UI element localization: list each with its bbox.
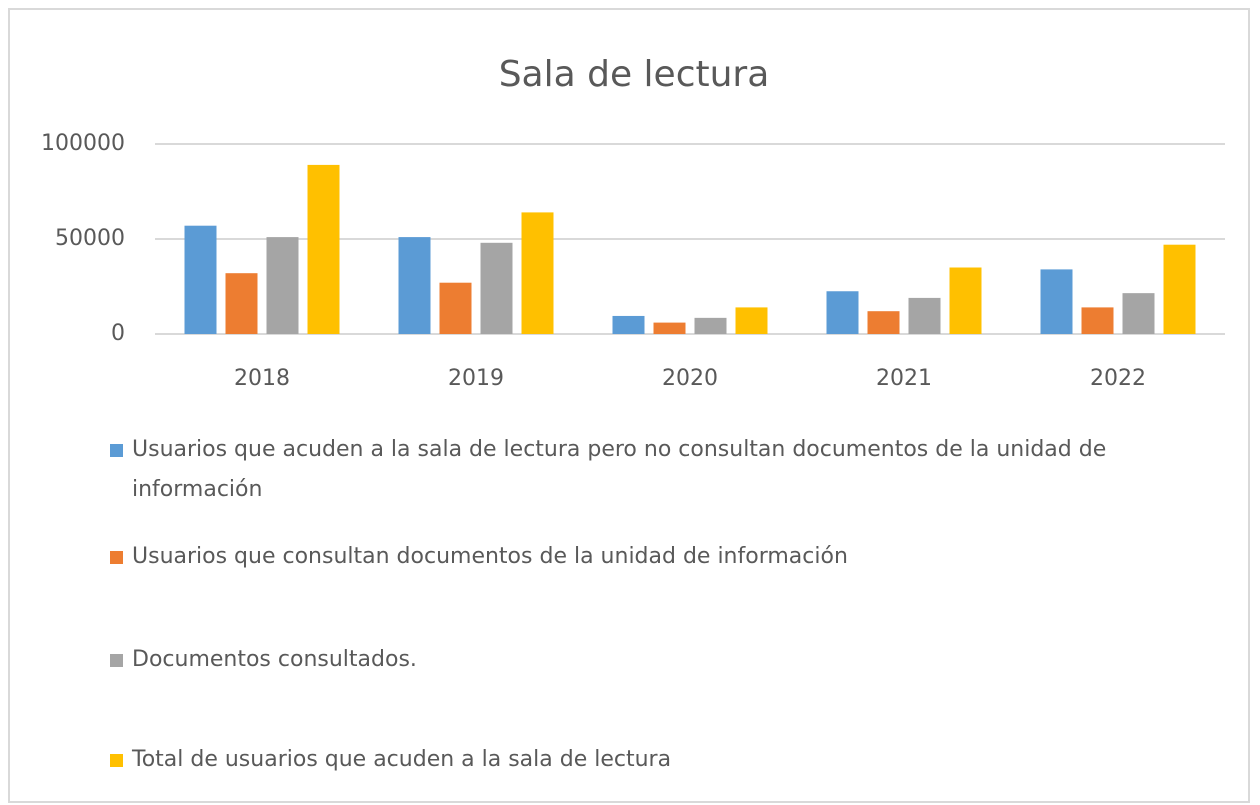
bar (949, 267, 982, 334)
legend-item: Documentos consultados. (110, 640, 1220, 680)
bar (867, 311, 900, 334)
bar (1081, 307, 1114, 334)
legend-item: Usuarios que consultan documentos de la … (110, 537, 1220, 577)
legend-swatch (110, 551, 123, 564)
bar (612, 315, 645, 334)
bar (398, 237, 431, 334)
bar (1122, 293, 1155, 334)
x-tick-label: 2020 (662, 366, 718, 391)
legend-label: Total de usuarios que acuden a la sala d… (132, 747, 672, 772)
legend-label: Documentos consultados. (132, 647, 417, 672)
x-tick-label: 2018 (234, 366, 290, 391)
legend-swatch (110, 754, 123, 767)
bar (225, 273, 258, 334)
bar (826, 291, 859, 334)
x-tick-label: 2019 (448, 366, 504, 391)
x-tick-label: 2022 (1090, 366, 1146, 391)
bar (439, 282, 472, 334)
bar (653, 322, 686, 334)
y-tick-label: 50000 (55, 226, 125, 251)
bar (694, 317, 727, 334)
x-tick-label: 2021 (876, 366, 932, 391)
chart-frame (8, 8, 1250, 803)
bar (521, 212, 554, 334)
bar (735, 307, 768, 334)
legend-swatch (110, 654, 123, 667)
legend-swatch (110, 444, 123, 457)
bar (184, 225, 217, 334)
y-tick-label: 100000 (41, 131, 125, 156)
chart-title: Sala de lectura (499, 54, 770, 95)
legend-label: Usuarios que consultan documentos de la … (132, 544, 848, 569)
bar (480, 242, 513, 334)
bar (266, 237, 299, 334)
bar (1163, 244, 1196, 334)
legend-item: Usuarios que acuden a la sala de lectura… (110, 430, 1220, 510)
bar (908, 297, 941, 334)
y-tick-label: 0 (111, 321, 125, 346)
bar (1040, 269, 1073, 334)
legend-label: Usuarios que acuden a la sala de lectura… (132, 437, 1107, 502)
legend-item: Total de usuarios que acuden a la sala d… (110, 740, 1220, 780)
bar (307, 164, 340, 334)
